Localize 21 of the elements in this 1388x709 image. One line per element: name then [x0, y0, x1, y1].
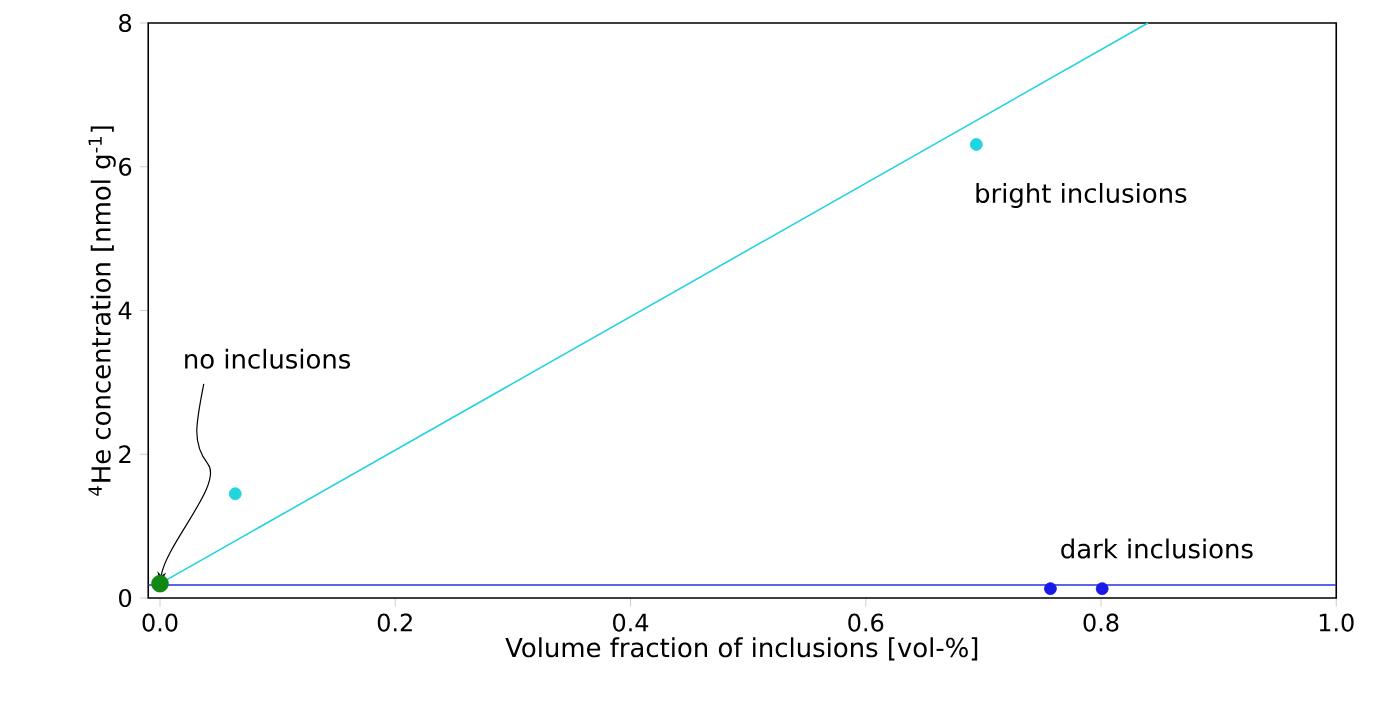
- y-tick-label: 8: [119, 13, 132, 33]
- annotation: dark inclusions: [1061, 538, 1253, 559]
- y-axis-title: $^{4}$He concentration [nmol g$^{-1}$]: [88, 126, 116, 496]
- x-tick-label: 0.0: [142, 613, 178, 632]
- x-tick-label: 0.4: [613, 613, 649, 632]
- point: [1044, 582, 1057, 596]
- y-tick-label: 6: [119, 157, 132, 176]
- y-tick-label: 4: [118, 301, 132, 320]
- y-tick-label: 2: [119, 445, 131, 464]
- x-tick-label: 0.6: [848, 613, 884, 632]
- x-tick-label: 1.0: [1319, 613, 1354, 632]
- annotation: bright inclusions: [976, 182, 1187, 209]
- point: [151, 574, 169, 593]
- x-tick-label: 0.8: [1083, 613, 1119, 632]
- point: [228, 487, 242, 501]
- x-axis-title: Volume fraction of inclusions [vol-%]: [505, 637, 978, 661]
- point: [1095, 582, 1109, 596]
- point: [969, 138, 983, 151]
- y-tick-label: 0: [119, 588, 132, 608]
- x-tick-label: 0.2: [377, 613, 412, 632]
- annotation: no inclusions: [185, 348, 351, 369]
